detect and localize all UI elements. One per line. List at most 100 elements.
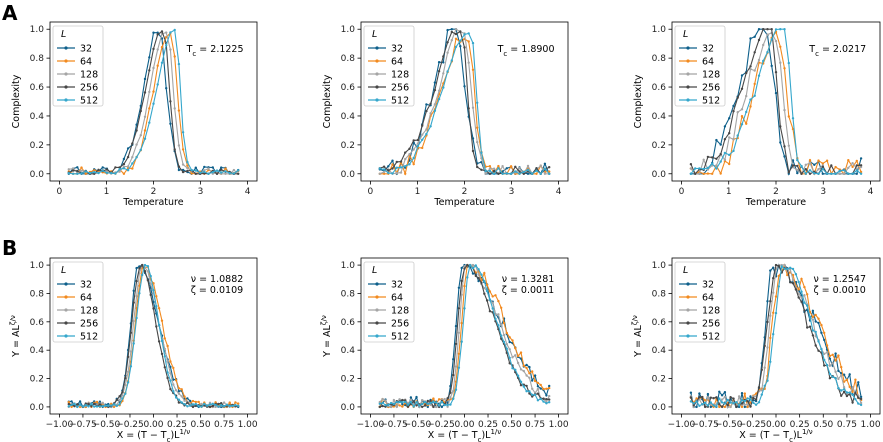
annotation-text: ζ = 0.0109 <box>191 285 243 296</box>
legend-label: 32 <box>391 280 403 291</box>
data-point <box>208 405 212 409</box>
data-point <box>471 272 475 275</box>
data-point <box>382 165 386 168</box>
data-point <box>237 169 240 172</box>
data-point <box>533 393 537 396</box>
data-point <box>197 404 200 408</box>
data-point <box>452 389 455 393</box>
x-axis-label: X = (T − Tc)L1/ν <box>428 428 501 442</box>
data-point <box>803 285 806 289</box>
data-point <box>88 171 92 175</box>
x-tick-label: 2 <box>462 187 468 197</box>
data-point <box>460 279 463 283</box>
data-point <box>228 171 231 175</box>
data-point <box>460 293 463 296</box>
data-point <box>804 163 807 166</box>
data-point <box>93 405 96 408</box>
data-point <box>847 172 850 175</box>
data-point <box>237 402 240 405</box>
data-point <box>395 171 398 175</box>
data-point <box>723 395 727 399</box>
data-point <box>840 389 843 392</box>
data-point <box>502 340 506 344</box>
data-point <box>834 377 837 380</box>
data-point <box>698 396 701 399</box>
annotation-text: ζ = 0.0011 <box>502 285 554 296</box>
data-point <box>429 401 432 405</box>
data-point <box>463 46 466 49</box>
data-point <box>194 402 197 406</box>
data-point <box>719 143 722 146</box>
data-point <box>803 294 806 297</box>
data-point <box>446 51 449 54</box>
legend-marker <box>64 295 68 299</box>
data-point <box>494 294 497 297</box>
data-point <box>823 364 826 367</box>
data-point <box>463 284 466 288</box>
x-tick-label: 4 <box>556 187 562 197</box>
legend-label: 32 <box>391 44 403 55</box>
data-point <box>105 171 109 175</box>
data-point <box>457 307 461 310</box>
data-point <box>78 403 82 406</box>
y-tick-label: 0.6 <box>30 318 45 328</box>
data-point <box>132 289 135 292</box>
data-point <box>156 33 159 36</box>
y-tick-label: 0.8 <box>341 54 356 64</box>
data-point <box>522 385 525 388</box>
data-point <box>126 147 130 150</box>
data-point <box>90 405 93 408</box>
y-tick-label: 0.8 <box>30 54 45 64</box>
data-point <box>200 402 203 406</box>
data-point <box>548 386 551 390</box>
y-tick-label: 0.2 <box>652 375 666 385</box>
data-point <box>525 390 528 393</box>
data-point <box>232 168 236 172</box>
data-point <box>485 299 489 302</box>
data-point <box>703 401 707 405</box>
data-point <box>762 28 765 31</box>
data-point <box>806 326 809 329</box>
data-point <box>406 403 410 406</box>
data-point <box>857 381 860 384</box>
data-point <box>71 172 75 175</box>
data-point <box>783 267 786 270</box>
data-point <box>124 383 127 387</box>
data-point <box>399 166 403 169</box>
data-point <box>545 394 548 397</box>
data-point <box>729 401 732 404</box>
data-point <box>220 168 223 171</box>
data-point <box>854 398 857 401</box>
data-point <box>467 32 470 35</box>
data-point <box>505 347 508 350</box>
data-point <box>471 267 475 270</box>
x-tick-label: 1.00 <box>238 420 258 430</box>
y-tick-label: 0.8 <box>652 289 667 299</box>
data-point <box>121 394 124 397</box>
data-point <box>70 400 73 403</box>
data-point <box>169 360 172 363</box>
data-point <box>115 398 119 402</box>
data-point <box>93 402 96 405</box>
data-point <box>694 167 697 170</box>
data-point <box>735 405 738 409</box>
data-point <box>851 401 854 404</box>
data-point <box>211 404 214 408</box>
data-point <box>811 315 815 319</box>
data-point <box>392 398 396 402</box>
data-point <box>378 402 381 405</box>
data-point <box>143 270 147 273</box>
series-512 <box>67 263 240 409</box>
data-point <box>87 402 90 406</box>
data-point <box>715 396 718 399</box>
data-point <box>189 399 192 403</box>
x-tick-label: 3 <box>198 187 204 197</box>
y-tick-label: 0.4 <box>652 112 667 122</box>
data-point <box>519 351 523 354</box>
data-point <box>516 374 520 377</box>
data-point <box>723 402 727 405</box>
x-tick-label: −0.50 <box>404 420 432 430</box>
data-point <box>173 148 176 151</box>
data-point <box>702 172 705 175</box>
data-point <box>535 167 538 170</box>
